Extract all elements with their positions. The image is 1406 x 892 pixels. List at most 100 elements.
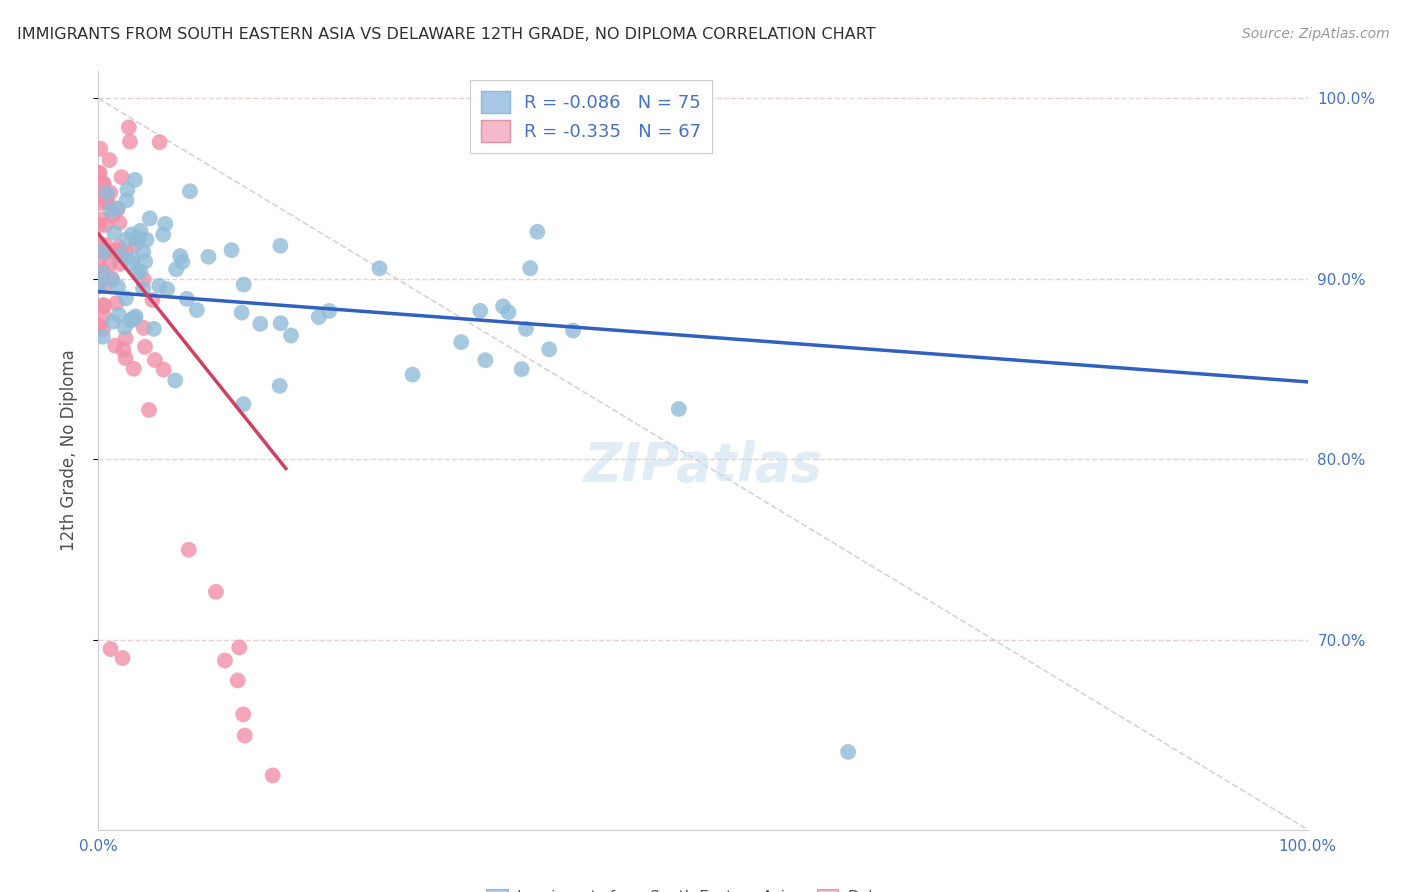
Point: [269, 239, 291, 253]
Point: [90, 212, 112, 227]
Text: IMMIGRANTS FROM SOUTH EASTERN ASIA VS DELAWARE 12TH GRADE, NO DIPLOMA CORRELATIO: IMMIGRANTS FROM SOUTH EASTERN ASIA VS DE…: [17, 27, 876, 42]
Point: [122, 361, 145, 376]
Point: [232, 707, 254, 722]
Point: [118, 120, 141, 135]
Point: [280, 328, 302, 343]
Point: [165, 373, 187, 387]
Point: [89, 142, 111, 156]
Point: [108, 308, 131, 322]
Point: [108, 216, 131, 230]
Point: [132, 321, 155, 335]
Point: [186, 303, 208, 318]
Text: Source: ZipAtlas.com: Source: ZipAtlas.com: [1241, 27, 1389, 41]
Point: [121, 227, 143, 242]
Point: [120, 256, 142, 270]
Point: [105, 296, 128, 310]
Point: [127, 265, 149, 279]
Point: [108, 257, 131, 271]
Point: [221, 243, 243, 257]
Point: [515, 322, 537, 336]
Point: [105, 202, 128, 216]
Point: [124, 311, 146, 326]
Point: [96, 186, 118, 200]
Point: [104, 245, 127, 260]
Point: [111, 170, 134, 185]
Point: [197, 250, 219, 264]
Point: [96, 195, 118, 210]
Point: [100, 642, 122, 657]
Point: [111, 651, 134, 665]
Point: [139, 211, 162, 226]
Point: [87, 255, 110, 269]
Point: [96, 194, 118, 209]
Point: [89, 190, 111, 204]
Point: [270, 316, 292, 330]
Point: [519, 261, 541, 276]
Point: [129, 224, 152, 238]
Point: [172, 255, 194, 269]
Point: [470, 303, 492, 318]
Point: [94, 238, 117, 252]
Point: [114, 351, 136, 366]
Point: [125, 237, 148, 252]
Point: [134, 340, 156, 354]
Point: [100, 271, 122, 285]
Point: [89, 277, 111, 292]
Point: [262, 768, 284, 782]
Point: [114, 320, 136, 334]
Point: [96, 188, 118, 202]
Point: [107, 202, 129, 216]
Point: [104, 339, 127, 353]
Point: [93, 298, 115, 312]
Point: [141, 293, 163, 307]
Point: [128, 231, 150, 245]
Point: [143, 353, 166, 368]
Point: [152, 227, 174, 242]
Legend: Immigrants from South Eastern Asia, Delaware: Immigrants from South Eastern Asia, Dela…: [479, 883, 927, 892]
Point: [91, 330, 114, 344]
Point: [87, 279, 110, 293]
Point: [526, 225, 548, 239]
Point: [93, 299, 115, 313]
Point: [101, 273, 124, 287]
Point: [91, 266, 114, 280]
Point: [87, 219, 110, 233]
Point: [122, 252, 145, 266]
Point: [114, 244, 136, 259]
Point: [132, 281, 155, 295]
Point: [94, 218, 117, 232]
Point: [450, 335, 472, 350]
Point: [124, 173, 146, 187]
Point: [129, 265, 152, 279]
Point: [538, 343, 561, 357]
Point: [98, 186, 121, 200]
Point: [132, 244, 155, 259]
Point: [176, 292, 198, 306]
Point: [401, 368, 423, 382]
Point: [837, 745, 859, 759]
Point: [89, 196, 111, 211]
Point: [149, 135, 172, 149]
Point: [93, 177, 115, 191]
Point: [177, 542, 200, 557]
Point: [368, 261, 391, 276]
Point: [562, 324, 585, 338]
Point: [138, 403, 160, 417]
Point: [101, 315, 124, 329]
Point: [318, 304, 340, 318]
Point: [115, 291, 138, 305]
Point: [93, 309, 115, 323]
Point: [205, 585, 228, 599]
Point: [231, 305, 253, 319]
Point: [107, 279, 129, 293]
Point: [132, 272, 155, 286]
Point: [89, 166, 111, 180]
Point: [668, 401, 690, 416]
Point: [115, 194, 138, 208]
Point: [91, 176, 114, 190]
Point: [165, 262, 187, 277]
Point: [100, 203, 122, 218]
Point: [93, 265, 115, 279]
Point: [142, 322, 165, 336]
Point: [510, 362, 533, 376]
